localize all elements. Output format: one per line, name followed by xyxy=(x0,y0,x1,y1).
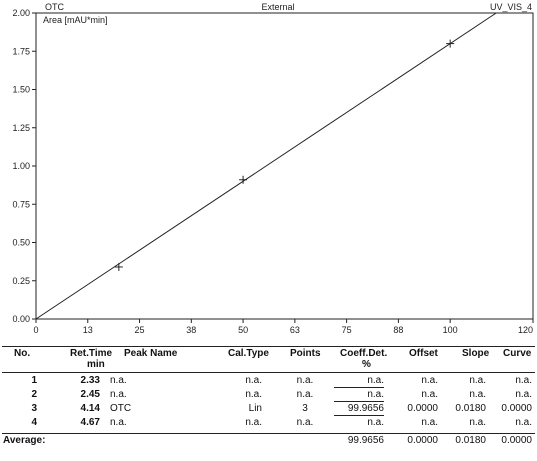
header-slope: Slope xyxy=(462,348,490,359)
y-tick-label: 0.25 xyxy=(12,276,30,286)
cell-points: 3 xyxy=(302,403,308,414)
average-offset: 0.0000 xyxy=(407,435,438,446)
x-tick-label: 13 xyxy=(83,325,93,335)
cell-cal-type: n.a. xyxy=(245,389,262,400)
plot-frame xyxy=(35,12,534,320)
calibration-point xyxy=(114,262,123,271)
cell-coeff-det: 99.9656 xyxy=(334,403,384,416)
cell-cal-type: n.a. xyxy=(245,417,262,428)
y-tick-label: 2.00 xyxy=(12,8,30,18)
x-tick-label: 50 xyxy=(238,325,248,335)
cell-points: n.a. xyxy=(296,375,314,386)
calibration-fit-line xyxy=(35,12,497,320)
x-tick-label: 25 xyxy=(135,325,145,335)
cell-no: 1 xyxy=(31,375,37,386)
x-tick-label: 75 xyxy=(342,325,352,335)
cell-ret-time: 4.14 xyxy=(80,403,100,414)
cell-coeff-det: n.a. xyxy=(367,417,384,428)
cell-offset: n.a. xyxy=(421,389,438,400)
calibration-chart: OTC External UV_VIS_4 Area [mAU*min] 0.0… xyxy=(12,2,534,335)
chart-header-left: OTC xyxy=(45,2,64,12)
cell-points: n.a. xyxy=(296,389,314,400)
cell-cal-type: Lin xyxy=(248,403,262,414)
average-divider xyxy=(2,433,535,434)
chart-header-right: UV_VIS_4 xyxy=(490,2,532,12)
x-tick-label: 100 xyxy=(443,325,458,335)
x-tick-label: 0 xyxy=(33,325,38,335)
cell-points: n.a. xyxy=(296,417,314,428)
average-curve: 0.0000 xyxy=(501,435,532,446)
average-coeff: 99.9656 xyxy=(347,435,384,446)
cell-curve: n.a. xyxy=(515,375,532,386)
header-coeff-det: Coeff.Det. xyxy=(340,348,388,359)
header-no: No. xyxy=(14,348,31,359)
chart-header-center: External xyxy=(261,2,294,12)
x-tick-label: 63 xyxy=(290,325,300,335)
y-tick-label: 1.00 xyxy=(12,161,30,171)
header-curve: Curve xyxy=(503,348,532,359)
header-offset: Offset xyxy=(409,348,438,359)
calibration-table: No. Ret.Time min Peak Name Cal.Type Poin… xyxy=(0,346,537,461)
y-tick-label: 0.50 xyxy=(12,238,30,248)
cell-curve: n.a. xyxy=(515,417,532,428)
cell-cal-type: n.a. xyxy=(245,375,262,386)
cell-coeff-det: n.a. xyxy=(334,389,384,402)
cell-no: 3 xyxy=(31,403,37,414)
y-tick-label: 1.50 xyxy=(12,85,30,95)
average-label: Average: xyxy=(3,435,46,446)
cell-no: 2 xyxy=(31,389,37,400)
header-ret-time-unit: min xyxy=(87,359,105,370)
cell-slope: n.a. xyxy=(469,375,486,386)
cell-peak-name: n.a. xyxy=(110,375,127,386)
cell-peak-name: n.a. xyxy=(110,417,127,428)
table-top-border xyxy=(2,346,535,347)
x-tick-label: 88 xyxy=(393,325,403,335)
x-tick-label: 120 xyxy=(518,325,533,335)
y-axis-label: Area [mAU*min] xyxy=(43,15,108,25)
calibration-point xyxy=(239,175,248,184)
x-tick-label: 38 xyxy=(186,325,196,335)
header-points: Points xyxy=(290,348,321,359)
y-tick-label: 0.75 xyxy=(12,199,30,209)
cell-peak-name: n.a. xyxy=(110,389,127,400)
cell-no: 4 xyxy=(31,417,37,428)
header-coeff-unit: % xyxy=(362,359,371,370)
y-tick-label: 0.00 xyxy=(12,314,30,324)
y-tick-label: 1.75 xyxy=(12,46,30,56)
cell-curve: n.a. xyxy=(515,389,532,400)
header-ret-time: Ret.Time xyxy=(70,348,113,359)
header-peak-name: Peak Name xyxy=(124,348,178,359)
header-divider xyxy=(2,372,535,373)
cell-curve: 0.0000 xyxy=(501,403,532,414)
cell-ret-time: 4.67 xyxy=(80,417,100,428)
cell-ret-time: 2.45 xyxy=(80,389,100,400)
header-cal-type: Cal.Type xyxy=(228,348,269,359)
cell-peak-name: OTC xyxy=(110,403,132,414)
calibration-point xyxy=(446,39,455,48)
y-tick-label: 1.25 xyxy=(12,123,30,133)
cell-offset: 0.0000 xyxy=(407,403,438,414)
cell-offset: n.a. xyxy=(421,375,438,386)
cell-coeff-det: n.a. xyxy=(334,375,384,388)
cell-ret-time: 2.33 xyxy=(80,375,100,386)
cell-slope: n.a. xyxy=(469,389,486,400)
average-slope: 0.0180 xyxy=(455,435,486,446)
cell-slope: n.a. xyxy=(469,417,486,428)
cell-offset: n.a. xyxy=(421,417,438,428)
cell-slope: 0.0180 xyxy=(455,403,486,414)
